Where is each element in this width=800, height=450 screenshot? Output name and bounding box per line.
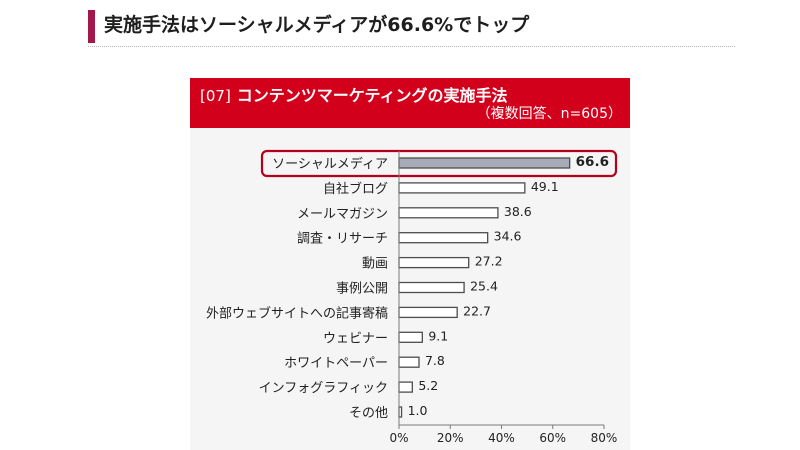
page-heading: 実施手法はソーシャルメディアが66.6%でトップ: [104, 14, 530, 36]
heading-accent-bar: [88, 10, 95, 43]
chart-header-title-line: [07] コンテンツマーケティングの実施手法: [200, 86, 508, 106]
chart-header: [07] コンテンツマーケティングの実施手法 （複数回答、n=605）: [190, 78, 630, 128]
heading-dotted-divider: [88, 46, 735, 47]
figure-number: [07]: [200, 87, 231, 105]
chart-container: [07] コンテンツマーケティングの実施手法 （複数回答、n=605）: [190, 78, 630, 450]
chart-subtitle: （複数回答、n=605）: [476, 106, 622, 122]
chart-title: コンテンツマーケティングの実施手法: [236, 86, 508, 105]
